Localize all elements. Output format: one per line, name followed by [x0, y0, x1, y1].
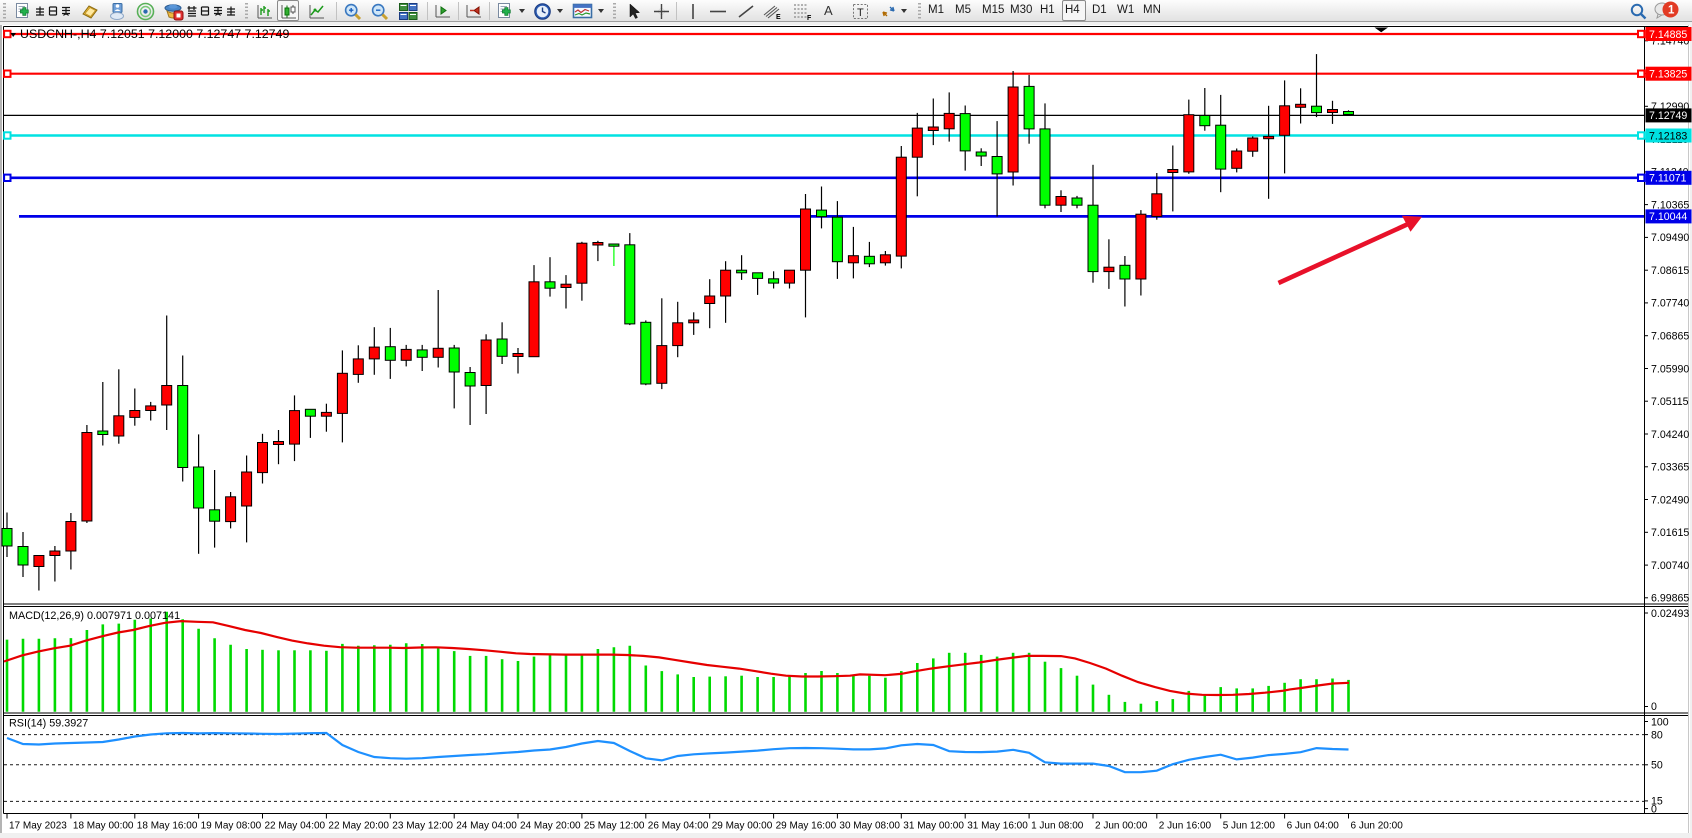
svg-text:24 May 04:00: 24 May 04:00 — [456, 821, 517, 832]
svg-text:31 May 00:00: 31 May 00:00 — [903, 821, 964, 832]
svg-text:15: 15 — [1651, 796, 1663, 808]
svg-text:6.99865: 6.99865 — [1651, 593, 1689, 605]
svg-text:7.09490: 7.09490 — [1651, 232, 1689, 244]
svg-text:7.01615: 7.01615 — [1651, 527, 1689, 539]
svg-text:7.00740: 7.00740 — [1651, 560, 1689, 572]
svg-text:22 May 04:00: 22 May 04:00 — [265, 821, 326, 832]
svg-text:25 May 12:00: 25 May 12:00 — [584, 821, 645, 832]
svg-text:6 Jun 20:00: 6 Jun 20:00 — [1351, 821, 1404, 832]
svg-text:7.10365: 7.10365 — [1651, 199, 1689, 211]
svg-text:E: E — [776, 14, 781, 21]
svg-text:7.04240: 7.04240 — [1651, 429, 1689, 441]
svg-text:7.13825: 7.13825 — [1649, 69, 1687, 81]
svg-text:29 May 16:00: 29 May 16:00 — [776, 821, 837, 832]
svg-text:1 Jun 08:00: 1 Jun 08:00 — [1031, 821, 1084, 832]
svg-text:T: T — [857, 7, 864, 19]
svg-text:7.14885: 7.14885 — [1649, 29, 1687, 41]
svg-text:80: 80 — [1651, 729, 1663, 741]
svg-text:18 May 16:00: 18 May 16:00 — [137, 821, 198, 832]
svg-text:7.11071: 7.11071 — [1649, 173, 1687, 185]
svg-text:24 May 20:00: 24 May 20:00 — [520, 821, 581, 832]
svg-text:18 May 00:00: 18 May 00:00 — [73, 821, 134, 832]
svg-text:19 May 08:00: 19 May 08:00 — [201, 821, 262, 832]
svg-text:MACD(12,26,9) 0.007971 0.00714: MACD(12,26,9) 0.007971 0.007141 — [9, 610, 180, 622]
svg-text:100: 100 — [1651, 716, 1669, 728]
svg-text:7.12749: 7.12749 — [1649, 110, 1687, 122]
svg-text:30 May 08:00: 30 May 08:00 — [839, 821, 900, 832]
svg-text:22 May 20:00: 22 May 20:00 — [328, 821, 389, 832]
svg-text:7.06865: 7.06865 — [1651, 331, 1689, 343]
svg-text:2 Jun 16:00: 2 Jun 16:00 — [1159, 821, 1212, 832]
svg-text:7.05115: 7.05115 — [1651, 396, 1689, 408]
svg-text:2 Jun 00:00: 2 Jun 00:00 — [1095, 821, 1148, 832]
svg-text:RSI(14) 59.3927: RSI(14) 59.3927 — [9, 718, 88, 730]
svg-text:USDCNH-,H4 7.12051 7.12000 7.: USDCNH-,H4 7.12051 7.12000 7.12747 7.127… — [20, 27, 289, 41]
svg-text:7.12183: 7.12183 — [1649, 130, 1687, 142]
svg-text:7.02490: 7.02490 — [1651, 494, 1689, 506]
svg-text:26 May 04:00: 26 May 04:00 — [648, 821, 709, 832]
svg-text:7.08615: 7.08615 — [1651, 265, 1689, 277]
svg-text:7.03365: 7.03365 — [1651, 462, 1689, 474]
svg-text:7.07740: 7.07740 — [1651, 298, 1689, 310]
svg-text:29 May 00:00: 29 May 00:00 — [712, 821, 773, 832]
svg-text:0.02493: 0.02493 — [1651, 608, 1689, 620]
svg-text:5 Jun 12:00: 5 Jun 12:00 — [1223, 821, 1276, 832]
svg-text:6 Jun 04:00: 6 Jun 04:00 — [1287, 821, 1340, 832]
svg-text:7.10044: 7.10044 — [1649, 211, 1687, 223]
svg-text:0: 0 — [1651, 803, 1657, 815]
svg-text:F: F — [807, 15, 812, 21]
svg-text:50: 50 — [1651, 760, 1663, 772]
svg-text:23 May 12:00: 23 May 12:00 — [392, 821, 453, 832]
svg-text:31 May 16:00: 31 May 16:00 — [967, 821, 1028, 832]
svg-text:17 May 2023: 17 May 2023 — [9, 821, 67, 832]
svg-text:0: 0 — [1651, 701, 1657, 713]
svg-text:7.05990: 7.05990 — [1651, 363, 1689, 375]
svg-text:1: 1 — [1668, 5, 1675, 17]
